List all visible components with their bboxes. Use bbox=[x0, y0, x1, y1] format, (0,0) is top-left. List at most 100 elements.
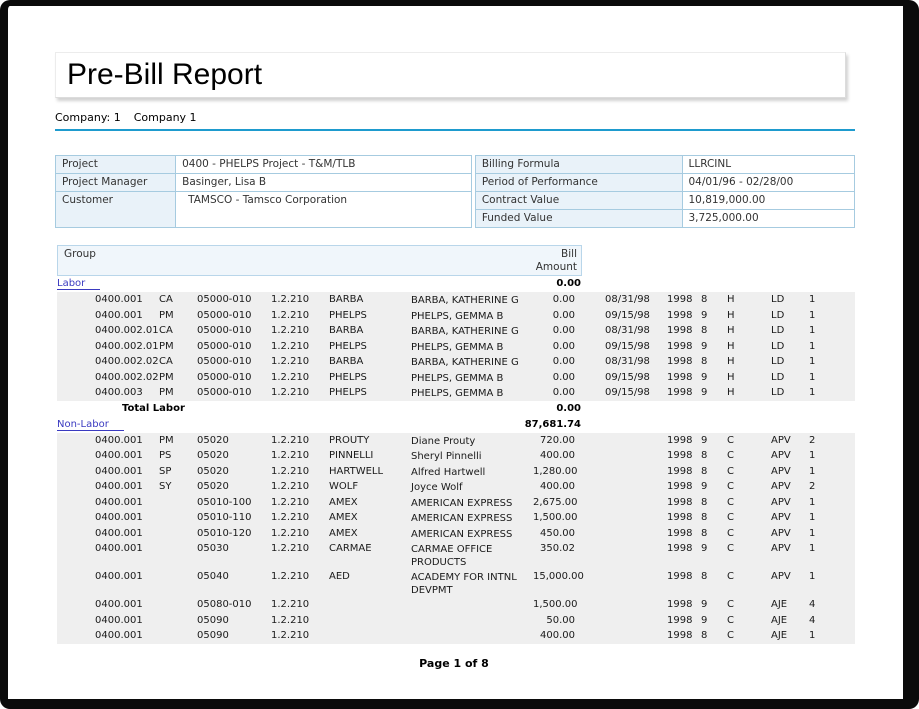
cell-project: 0400.002.01 bbox=[95, 340, 159, 352]
cell-vendor-id: PHELPS bbox=[329, 387, 367, 398]
bill-header-line1: Bill bbox=[561, 248, 577, 260]
cell-line: 1 bbox=[809, 294, 816, 305]
cell-project: 0400.001 bbox=[95, 294, 143, 305]
cell-period: 8 bbox=[701, 325, 708, 336]
cell-fiscal-year: 1998 bbox=[667, 450, 693, 461]
cell-journal: LD bbox=[771, 309, 785, 321]
cell-bill-amount: 350.02 bbox=[540, 543, 575, 554]
cell-line: 4 bbox=[809, 614, 816, 626]
cell-line: 1 bbox=[809, 571, 816, 582]
cell-org: 1.2.210 bbox=[271, 356, 310, 367]
cell-account: 05000-010 bbox=[197, 387, 252, 398]
report-title-box: Pre-Bill Report bbox=[55, 52, 846, 98]
non-labor-link[interactable]: Non-Labor bbox=[57, 418, 124, 431]
cell-trans-date: 09/15/98 bbox=[605, 387, 650, 398]
cell-trans-date: 08/31/98 bbox=[605, 294, 650, 305]
section-amount: 0.00 bbox=[556, 278, 581, 289]
cell-account: 05000-010 bbox=[197, 356, 252, 367]
cell-trans-date: 08/31/98 bbox=[605, 356, 650, 367]
cell-period: 9 bbox=[701, 481, 708, 492]
cell-rate-type: C bbox=[727, 434, 734, 446]
table-row: 0400.001 05080-010 1.2.210 1,500.00 1998… bbox=[57, 597, 855, 613]
cell-vendor-id bbox=[329, 613, 411, 629]
cell-trans-date bbox=[605, 433, 667, 449]
cell-line: 1 bbox=[809, 387, 816, 398]
cell-fiscal-year: 1998 bbox=[667, 356, 693, 367]
cell-labor-code bbox=[159, 613, 197, 629]
cell-vendor-name: BARBA, KATHERINE G bbox=[411, 295, 519, 306]
cell-labor-code: CA bbox=[159, 325, 173, 336]
cell-line: 4 bbox=[809, 599, 816, 610]
cell-period: 8 bbox=[701, 465, 708, 477]
cell-project: 0400.001 bbox=[95, 512, 143, 523]
cell-org: 1.2.210 bbox=[271, 496, 310, 508]
cell-bill-amount: 400.00 bbox=[540, 630, 575, 641]
cell-fiscal-year: 1998 bbox=[667, 325, 693, 336]
cell-vendor-name: AMERICAN EXPRESS bbox=[411, 513, 513, 524]
group-column-header: Group bbox=[64, 248, 96, 260]
cell-vendor-id bbox=[329, 628, 411, 644]
cell-vendor-id: WOLF bbox=[329, 481, 359, 492]
cell-rate-type: C bbox=[727, 512, 734, 523]
cell-org: 1.2.210 bbox=[271, 325, 310, 336]
cell-rate-type: H bbox=[727, 309, 735, 321]
cell-line: 1 bbox=[809, 356, 816, 367]
cell-org: 1.2.210 bbox=[271, 294, 310, 305]
cell-labor-code: CA bbox=[159, 356, 173, 367]
cell-fiscal-year: 1998 bbox=[667, 371, 693, 383]
company-name: Company 1 bbox=[133, 111, 197, 124]
cell-journal: APV bbox=[771, 571, 791, 582]
cell-org: 1.2.210 bbox=[271, 614, 310, 626]
cell-fiscal-year: 1998 bbox=[667, 512, 693, 523]
info-label: Project bbox=[54, 155, 177, 174]
cell-fiscal-year: 1998 bbox=[667, 571, 693, 582]
cell-trans-date bbox=[605, 628, 667, 644]
cell-vendor-id: CARMAE bbox=[329, 543, 372, 554]
cell-fiscal-year: 1998 bbox=[667, 614, 693, 626]
cell-account: 05080-010 bbox=[197, 599, 252, 610]
cell-project: 0400.001 bbox=[95, 481, 143, 492]
cell-vendor-name: PHELPS, GEMMA B bbox=[411, 372, 504, 384]
table-row: 0400.001 05010-110 1.2.210 AMEX AMERICAN… bbox=[57, 510, 855, 526]
cell-project: 0400.002.01 bbox=[95, 325, 159, 336]
table-row: Contract Value 10,819,000.00 bbox=[474, 191, 855, 210]
labor-link[interactable]: Labor bbox=[57, 278, 101, 290]
cell-labor-code: PM bbox=[159, 340, 174, 352]
cell-trans-date bbox=[605, 495, 667, 511]
table-row: 0400.002.01 CA 05000-010 1.2.210 BARBA B… bbox=[57, 323, 855, 339]
info-label: Funded Value bbox=[474, 209, 683, 228]
table-row: 0400.001 05010-120 1.2.210 AMEX AMERICAN… bbox=[57, 526, 855, 542]
cell-project: 0400.001 bbox=[95, 450, 143, 461]
labor-rows: 0400.001 CA 05000-010 1.2.210 BARBA BARB… bbox=[57, 292, 855, 401]
cell-line: 1 bbox=[809, 496, 816, 508]
total-amount: 0.00 bbox=[556, 402, 581, 414]
non-labor-rows: 0400.001 PM 05020 1.2.210 PROUTY Diane P… bbox=[57, 432, 855, 644]
cell-bill-amount: 0.00 bbox=[552, 340, 575, 352]
info-value: LLRCINL bbox=[681, 155, 855, 174]
cell-line: 1 bbox=[809, 371, 816, 383]
cell-period: 8 bbox=[701, 527, 708, 539]
cell-vendor-id: AMEX bbox=[329, 527, 358, 539]
cell-labor-code: PM bbox=[159, 387, 174, 398]
cell-project: 0400.003 bbox=[95, 387, 143, 398]
table-row: Billing Formula LLRCINL bbox=[474, 155, 855, 174]
cell-bill-amount: 1,500.00 bbox=[533, 512, 578, 523]
cell-labor-code: CA bbox=[159, 294, 173, 305]
table-row: 0400.002.01 PM 05000-010 1.2.210 PHELPS … bbox=[57, 339, 855, 355]
info-value: 0400 - PHELPS Project - T&M/TLB bbox=[175, 155, 472, 174]
cell-vendor-id: BARBA bbox=[329, 356, 364, 367]
cell-fiscal-year: 1998 bbox=[667, 309, 693, 321]
cell-project: 0400.001 bbox=[95, 543, 143, 554]
cell-bill-amount: 0.00 bbox=[552, 371, 575, 383]
cell-period: 8 bbox=[701, 630, 708, 641]
cell-journal: LD bbox=[771, 294, 785, 305]
cell-period: 9 bbox=[701, 309, 708, 321]
cell-labor-code bbox=[159, 526, 197, 542]
cell-vendor-name: AMERICAN EXPRESS bbox=[411, 528, 513, 540]
cell-account: 05010-110 bbox=[197, 512, 252, 523]
cell-vendor-name: PHELPS, GEMMA B bbox=[411, 388, 504, 399]
cell-line: 1 bbox=[809, 450, 816, 461]
cell-trans-date: 09/15/98 bbox=[605, 371, 650, 383]
total-label: Total Labor bbox=[122, 402, 185, 414]
